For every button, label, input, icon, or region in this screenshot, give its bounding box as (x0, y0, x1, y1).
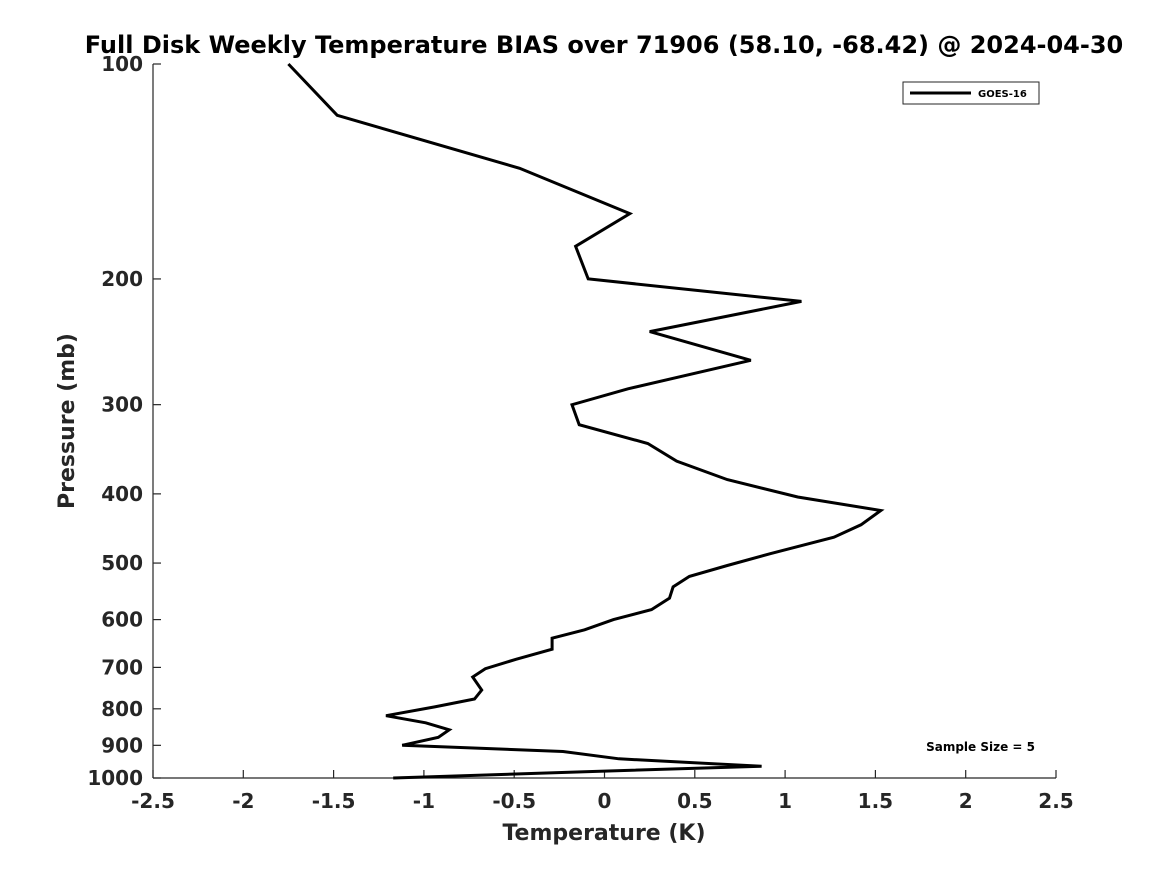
x-tick-label: 1.5 (858, 789, 893, 813)
y-tick-label: 600 (101, 608, 143, 632)
y-tick-label: 200 (101, 267, 143, 291)
legend-label-goes-16: GOES-16 (978, 89, 1027, 100)
y-tick-label: 300 (101, 393, 143, 417)
x-tick-label: 0.5 (677, 789, 712, 813)
y-axis-label: Pressure (mb) (55, 333, 80, 509)
plot-axes (152, 64, 1056, 779)
y-tick-label: 500 (101, 551, 143, 575)
x-tick-label: 2.5 (1038, 789, 1073, 813)
x-tick-label: -1.5 (312, 789, 356, 813)
series-layer (287, 62, 885, 780)
y-tick-label: 700 (101, 655, 143, 679)
x-tick-label: 1 (778, 789, 792, 813)
x-tick-label: -2 (232, 789, 254, 813)
sample-size-annotation: Sample Size = 5 (926, 740, 1035, 754)
y-axis-ticks: 100 200 300 400 500 600 700 800 900 1000 (87, 52, 161, 790)
chart-title: Full Disk Weekly Temperature BIAS over 7… (85, 31, 1124, 59)
y-tick-label: 800 (101, 697, 143, 721)
x-tick-label: -1 (413, 789, 435, 813)
x-tick-label: 2 (959, 789, 973, 813)
y-tick-label: 1000 (87, 766, 143, 790)
y-tick-label: 900 (101, 733, 143, 757)
y-tick-label: 400 (101, 482, 143, 506)
x-tick-label: 0 (598, 789, 612, 813)
x-axis-ticks: -2.5 -2 -1.5 -1 -0.5 0 0.5 1 1.5 2 2.5 (131, 770, 1074, 813)
x-tick-label: -2.5 (131, 789, 175, 813)
x-axis-label: Temperature (K) (502, 821, 705, 846)
x-tick-label: -0.5 (492, 789, 536, 813)
legend: GOES-16 (902, 81, 1040, 105)
series-line-goes-16 (287, 62, 885, 780)
y-tick-label: 100 (101, 52, 143, 76)
